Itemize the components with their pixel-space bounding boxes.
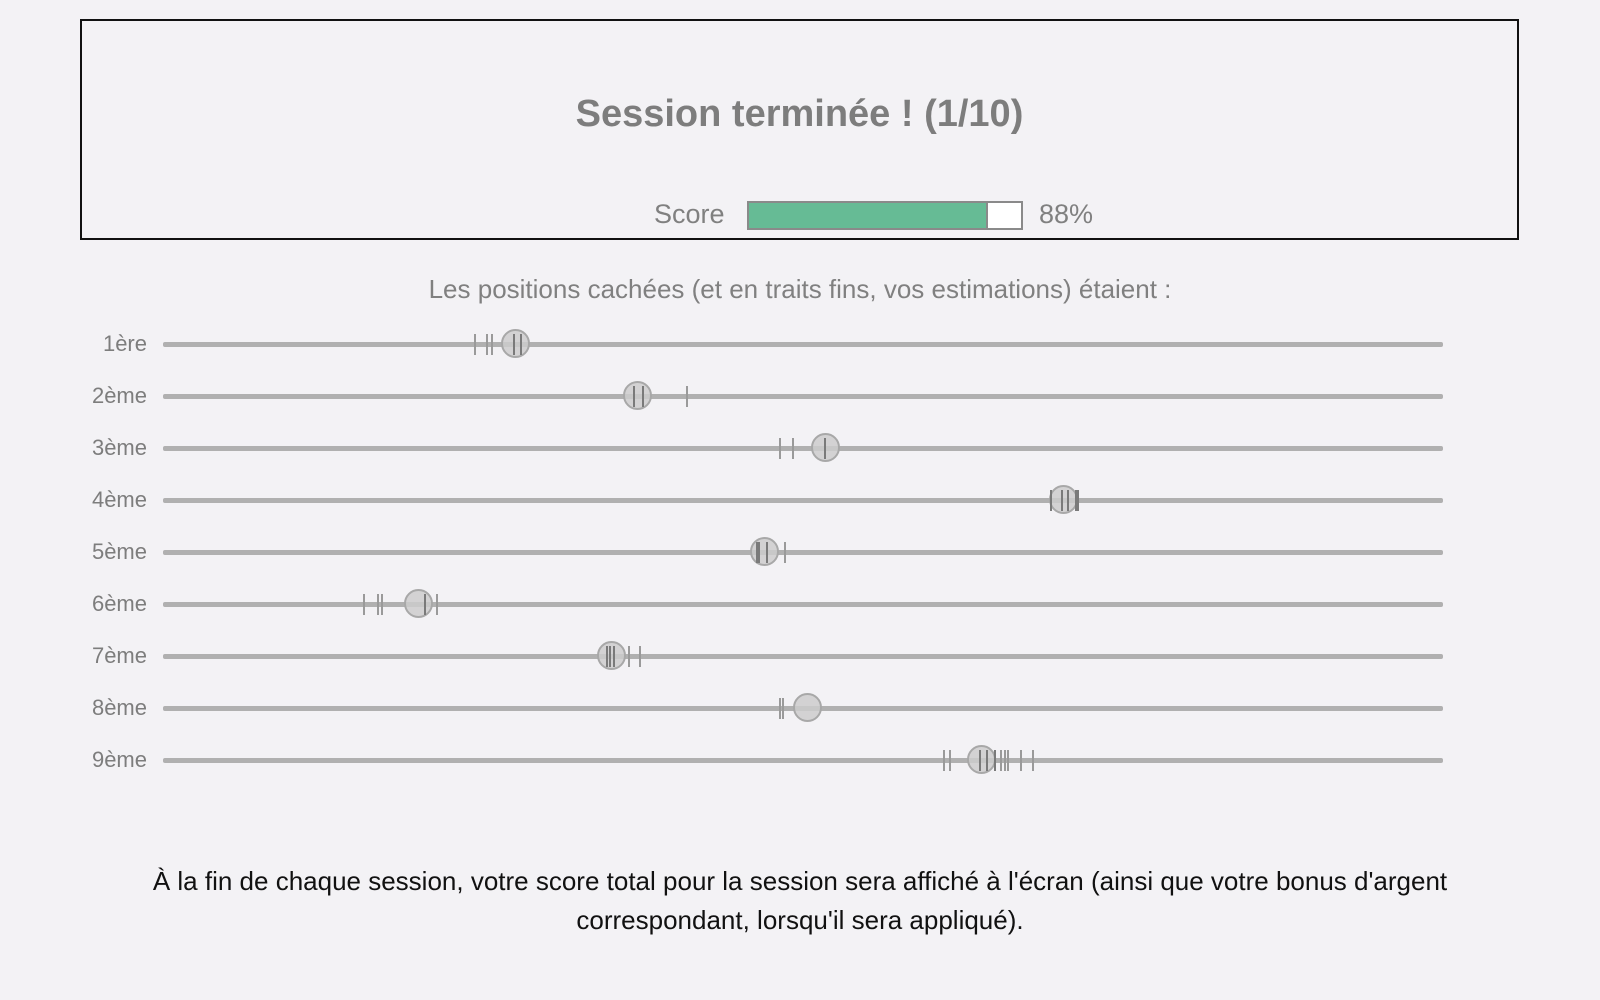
hidden-position-knob [501, 329, 531, 358]
hidden-position-knob [597, 641, 627, 670]
slider-row: 4ème [0, 474, 1600, 526]
estimate-tick [1019, 750, 1022, 771]
slider-row: 3ème [0, 422, 1600, 474]
estimate-tick [633, 386, 636, 407]
estimate-tick [485, 334, 488, 355]
estimate-tick [490, 334, 493, 355]
footer-note: À la fin de chaque session, votre score … [152, 866, 1448, 935]
slider-row: 9ème [0, 734, 1600, 786]
estimate-tick [766, 542, 769, 563]
session-summary-box: Session terminée ! (1/10) Score 88% [80, 19, 1519, 240]
slider-row-label: 7ème [91, 643, 147, 668]
estimate-tick [639, 646, 642, 667]
slider-row: 1ère [0, 318, 1600, 370]
estimate-tick [377, 594, 380, 615]
position-slider-list: 1ère 2ème 3ème 4ème 5ème 6ème 7ème 8ème 9ème [0, 318, 1600, 786]
positions-heading: Les positions cachées (et en traits fins… [428, 274, 1172, 304]
slider-row: 8ème [0, 682, 1600, 734]
slider-row-label: 9ème [91, 747, 147, 772]
hidden-position-knob [793, 693, 823, 722]
estimate-tick [978, 750, 981, 771]
estimate-tick [755, 542, 758, 563]
estimate-tick [362, 594, 365, 615]
estimate-tick [627, 646, 630, 667]
slider-row-label: 5ème [91, 539, 147, 564]
estimate-tick [642, 386, 644, 407]
slider-row: 2ème [0, 370, 1600, 422]
estimate-tick [1006, 750, 1009, 771]
estimate-tick [994, 750, 996, 771]
estimate-tick [781, 698, 784, 719]
slider-track [163, 537, 1443, 566]
estimate-tick [424, 594, 427, 615]
slider-row: 5ème [0, 526, 1600, 578]
estimate-tick [778, 698, 781, 719]
slider-row-label: 2ème [91, 383, 147, 408]
estimate-tick [942, 750, 945, 771]
hidden-position-knob [622, 381, 652, 410]
slider-track [163, 433, 1443, 462]
score-label: Score [654, 199, 725, 229]
slider-track [163, 745, 1443, 774]
estimate-tick [1032, 750, 1035, 771]
slider-row-label: 3ème [91, 435, 147, 460]
slider-track [163, 485, 1443, 514]
slider-row-label: 1ère [102, 331, 147, 356]
hidden-position-knob [1049, 485, 1079, 514]
slider-track [163, 329, 1443, 358]
estimate-tick [784, 542, 787, 563]
estimate-tick [1000, 750, 1003, 771]
slider-track [163, 693, 1443, 722]
score-progress-fill [749, 203, 989, 228]
estimate-tick [435, 594, 438, 615]
estimate-tick [520, 334, 523, 355]
hidden-position-knob [749, 537, 779, 566]
estimate-tick [474, 334, 477, 355]
estimate-tick [778, 438, 781, 459]
hidden-position-knob [404, 589, 433, 618]
estimate-tick [612, 646, 615, 667]
session-title: Session terminée ! (1/10) [575, 93, 1024, 135]
slider-track [163, 589, 1443, 618]
slider-row-label: 8ème [91, 695, 147, 720]
estimate-tick [1060, 490, 1063, 511]
estimate-tick [380, 594, 383, 615]
hidden-position-knob [967, 745, 997, 774]
estimate-tick [823, 438, 826, 459]
slider-track [163, 641, 1443, 670]
slider-track [163, 381, 1443, 410]
estimate-tick [758, 542, 761, 563]
estimate-tick [1074, 490, 1077, 511]
estimate-tick [512, 334, 515, 355]
estimate-tick [1077, 490, 1080, 511]
slider-row: 7ème [0, 630, 1600, 682]
estimate-tick [606, 646, 609, 667]
estimate-tick [1050, 490, 1053, 511]
estimate-tick [1004, 750, 1007, 771]
slider-row: 6ème [0, 578, 1600, 630]
estimate-tick [986, 750, 989, 771]
estimate-tick [685, 386, 688, 407]
slider-row-label: 6ème [91, 591, 147, 616]
score-progress-bar [747, 201, 1023, 230]
estimate-tick [1066, 490, 1069, 511]
score-value: 88% [1039, 199, 1094, 229]
score-row: Score 88% [82, 197, 1517, 231]
estimate-tick [791, 438, 794, 459]
slider-row-label: 4ème [91, 487, 147, 512]
estimate-tick [608, 646, 611, 667]
estimate-tick [949, 750, 952, 771]
